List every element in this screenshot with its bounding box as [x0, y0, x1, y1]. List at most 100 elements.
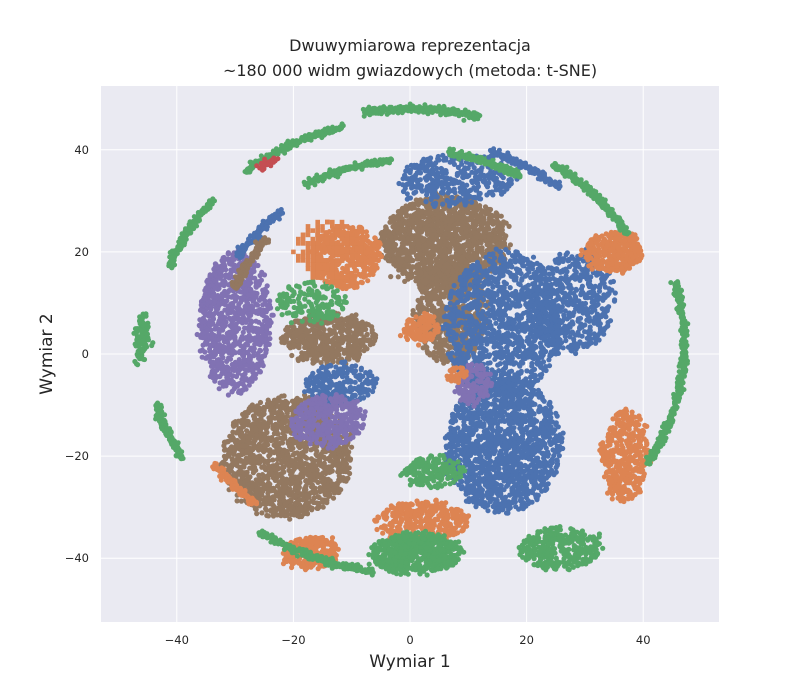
scatter-point — [304, 494, 310, 500]
scatter-point — [312, 463, 318, 469]
scatter-point — [397, 249, 403, 255]
scatter-point — [388, 274, 394, 280]
scatter-point — [257, 410, 263, 416]
scatter-point — [477, 203, 483, 209]
scatter-point — [427, 263, 433, 269]
scatter-point — [427, 210, 433, 216]
scatter-point — [413, 275, 419, 281]
scatter-point — [315, 494, 321, 500]
scatter-point — [250, 407, 256, 413]
scatter-point — [303, 353, 309, 360]
scatter-point — [265, 397, 271, 403]
scatter-point — [421, 226, 427, 232]
scatter-point — [295, 464, 301, 470]
scatter-point — [268, 467, 274, 473]
scatter-point — [409, 236, 415, 242]
scatter-point — [436, 315, 442, 321]
scatter-point — [408, 221, 414, 227]
scatter-point — [434, 282, 440, 288]
scatter-point — [470, 237, 477, 243]
scatter-point — [297, 327, 303, 333]
scatter-point — [359, 342, 365, 348]
scatter-point — [417, 269, 423, 275]
scatter-point — [444, 343, 450, 349]
scatter-point — [264, 507, 270, 513]
scatter-point — [334, 350, 340, 356]
scatter-point — [255, 417, 262, 423]
scatter-point — [231, 423, 237, 429]
scatter-point — [280, 401, 286, 407]
scatter-point — [236, 454, 242, 460]
scatter-point — [388, 248, 394, 254]
scatter-point — [282, 456, 288, 462]
scatter-point — [452, 226, 458, 232]
scatter-point — [251, 414, 257, 420]
scatter-point — [270, 457, 276, 463]
scatter-point — [355, 322, 361, 328]
scatter-point — [432, 288, 438, 295]
scatter-point — [464, 210, 470, 216]
scatter-point — [429, 232, 435, 238]
scatter-point — [240, 432, 246, 438]
scatter-point — [398, 234, 404, 240]
scatter-point — [444, 261, 450, 267]
scatter-point — [421, 259, 427, 265]
scatter-point — [309, 489, 315, 495]
scatter-point — [494, 397, 500, 403]
scatter-point — [468, 247, 474, 253]
scatter-point — [407, 213, 414, 219]
scatter-point — [273, 444, 279, 450]
scatter-point — [272, 415, 278, 421]
scatter-point — [441, 238, 447, 244]
scatter-point — [446, 225, 452, 231]
scatter-point — [245, 408, 251, 414]
scatter-point — [408, 267, 414, 273]
scatter-point — [420, 345, 426, 351]
scatter-point — [304, 328, 310, 334]
scatter-point — [426, 284, 432, 290]
scatter-point — [433, 267, 439, 273]
scatter-point — [265, 513, 272, 519]
scatter-point — [331, 328, 337, 334]
scatter-point — [250, 470, 256, 476]
scatter-point — [385, 238, 391, 244]
scatter-point — [305, 335, 311, 341]
scatter-point — [281, 481, 287, 487]
scatter-point — [461, 214, 468, 221]
scatter-point — [430, 308, 436, 314]
scatter-point — [280, 494, 286, 500]
scatter-point — [326, 469, 332, 475]
scatter-point — [384, 246, 390, 252]
scatter-point — [258, 437, 264, 443]
scatter-point — [482, 210, 488, 216]
scatter-point — [289, 458, 295, 464]
scatter-point — [535, 387, 542, 393]
scatter-point — [445, 269, 451, 275]
scatter-point — [425, 301, 431, 308]
scatter-point — [474, 253, 480, 259]
scatter-point — [404, 240, 410, 246]
scatter-point — [272, 477, 278, 483]
scatter-point — [371, 332, 377, 338]
scatter-point — [262, 501, 269, 507]
scatter-point — [226, 451, 232, 457]
scatter-point — [420, 214, 426, 220]
scatter-point — [451, 277, 458, 283]
scatter-point — [327, 327, 333, 333]
scatter-point — [232, 447, 238, 453]
scatter-point — [453, 232, 459, 238]
scatter-point — [416, 247, 422, 253]
scatter-point — [435, 222, 441, 228]
scatter-point — [298, 471, 304, 477]
scatter-point — [337, 453, 343, 459]
scatter-point — [470, 218, 476, 224]
scatter-point — [281, 393, 287, 399]
scatter-point — [398, 211, 404, 217]
scatter-point — [247, 465, 253, 471]
scatter-point — [487, 215, 494, 221]
scatter-point — [277, 506, 283, 512]
scatter-point — [454, 265, 460, 271]
scatter-point — [298, 458, 304, 464]
scatter-point — [306, 471, 313, 477]
